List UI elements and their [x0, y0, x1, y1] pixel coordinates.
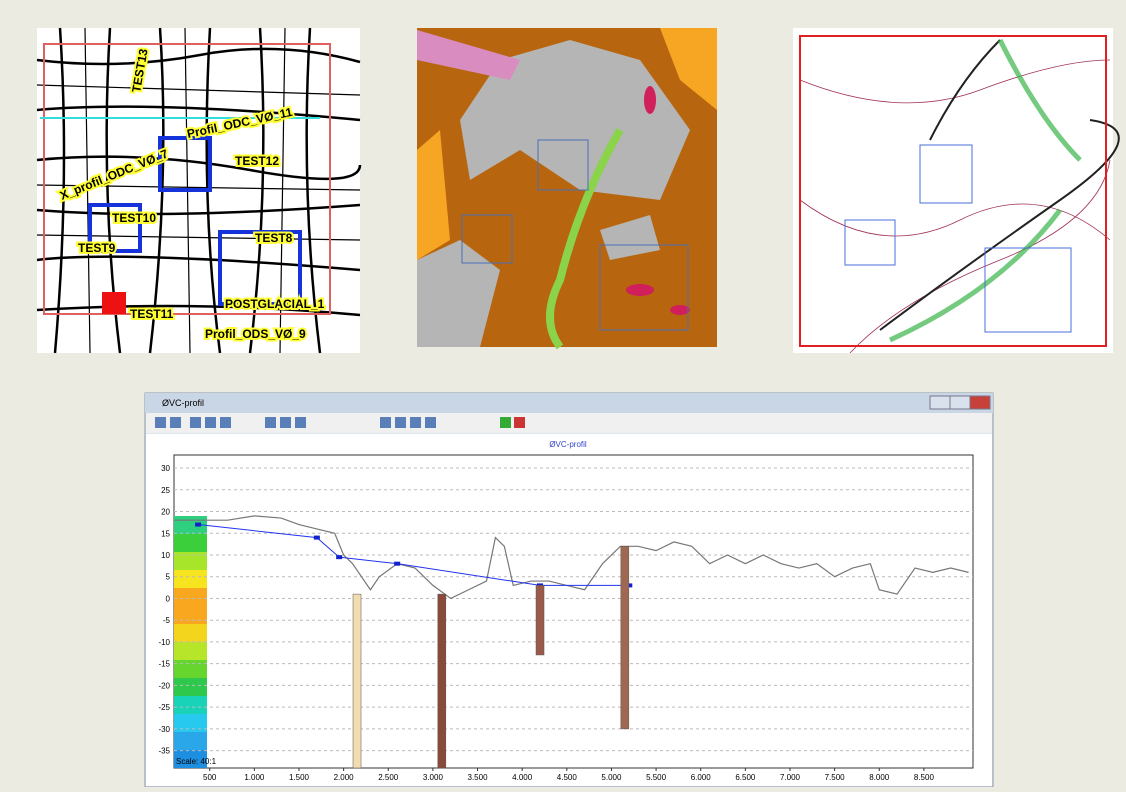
tool-button[interactable] — [265, 417, 276, 428]
profile-window: ØVC-profil ØVC-profil Scale: 40:1 — [144, 392, 994, 788]
x-tick-label: 4.500 — [557, 773, 578, 782]
tool-button[interactable] — [280, 417, 291, 428]
legend-band — [174, 570, 207, 588]
tool-button[interactable] — [410, 417, 421, 428]
minimize-button[interactable] — [929, 395, 951, 410]
toolbar — [155, 417, 525, 428]
profile-point — [195, 522, 202, 527]
y-tick-label: 20 — [161, 508, 170, 517]
borehole — [535, 585, 545, 656]
y-tick-label: 25 — [161, 486, 170, 495]
color-legend — [174, 516, 207, 768]
map-label: TEST10 — [112, 211, 156, 225]
legend-band — [174, 534, 207, 552]
y-tick-label: -30 — [158, 725, 170, 734]
x-tick-label: 8.000 — [869, 773, 890, 782]
profile-point — [336, 555, 343, 560]
y-tick-label: -10 — [158, 638, 170, 647]
x-tick-label: 6.500 — [735, 773, 756, 782]
y-tick-label: -15 — [158, 660, 170, 669]
y-tick-label: 10 — [161, 551, 170, 560]
profile-point — [313, 535, 320, 540]
window-title: ØVC-profil — [162, 398, 204, 408]
profile-point — [394, 561, 401, 566]
profile-point — [626, 583, 633, 588]
legend-band — [174, 588, 207, 606]
tool-button[interactable] — [170, 417, 181, 428]
x-tick-label: 1.500 — [289, 773, 310, 782]
tool-button[interactable] — [155, 417, 166, 428]
tool-button[interactable] — [395, 417, 406, 428]
legend-band — [174, 642, 207, 660]
tool-button[interactable] — [425, 417, 436, 428]
maximize-button[interactable] — [949, 395, 971, 410]
hydrology-map — [793, 28, 1120, 354]
legend-band — [174, 678, 207, 696]
x-tick-label: 1.000 — [244, 773, 265, 782]
borehole — [437, 593, 447, 769]
road-map: TEST13 Profil_ODC_VØ_11 TEST12 X_profil_… — [36, 27, 362, 354]
legend-band — [174, 606, 207, 624]
x-tick-label: 3.000 — [423, 773, 444, 782]
tool-button[interactable] — [500, 417, 511, 428]
map-label: TEST11 — [130, 307, 174, 321]
tool-button[interactable] — [380, 417, 391, 428]
y-tick-label: 0 — [166, 594, 171, 603]
x-tick-label: 6.000 — [691, 773, 712, 782]
x-tick-label: 5.500 — [646, 773, 667, 782]
x-tick-label: 4.000 — [512, 773, 533, 782]
legend-band — [174, 552, 207, 570]
x-tick-label: 2.000 — [334, 773, 355, 782]
tool-button[interactable] — [220, 417, 231, 428]
x-tick-label: 7.500 — [825, 773, 846, 782]
map-label: Profil_ODS_VØ_9 — [205, 327, 306, 341]
y-tick-label: -5 — [163, 616, 171, 625]
y-tick-label: 30 — [161, 464, 170, 473]
x-tick-label: 500 — [203, 773, 217, 782]
y-tick-label: 5 — [166, 573, 171, 582]
y-tick-label: 15 — [161, 529, 170, 538]
borehole — [352, 593, 362, 769]
map-label: TEST12 — [235, 154, 279, 168]
legend-band — [174, 732, 207, 750]
tool-button[interactable] — [514, 417, 525, 428]
x-tick-label: 2.500 — [378, 773, 399, 782]
x-tick-label: 7.000 — [780, 773, 801, 782]
y-tick-label: -35 — [158, 747, 170, 756]
close-button[interactable] — [969, 395, 991, 410]
scale-label: Scale: 40:1 — [176, 757, 217, 766]
legend-band — [174, 714, 207, 732]
map-label: POSTGLACIAL_1 — [225, 297, 325, 311]
x-tick-label: 5.000 — [601, 773, 622, 782]
x-tick-label: 3.500 — [468, 773, 489, 782]
map-label: TEST8 — [255, 231, 293, 245]
x-tick-label: 8.500 — [914, 773, 935, 782]
legend-band — [174, 750, 207, 768]
profile-line — [198, 524, 630, 586]
geology-map — [417, 28, 717, 350]
legend-band — [174, 696, 207, 714]
legend-band — [174, 624, 207, 642]
borehole — [620, 546, 630, 730]
y-tick-label: -25 — [158, 703, 170, 712]
y-tick-label: -20 — [158, 681, 170, 690]
map-label: TEST9 — [78, 241, 116, 255]
tool-button[interactable] — [205, 417, 216, 428]
tool-button[interactable] — [190, 417, 201, 428]
tool-button[interactable] — [295, 417, 306, 428]
legend-band — [174, 660, 207, 678]
plot-title: ØVC-profil — [549, 440, 587, 449]
